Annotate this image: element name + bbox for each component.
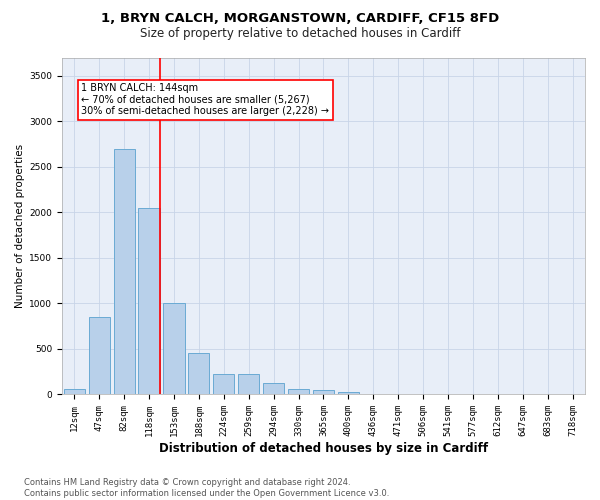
Text: Size of property relative to detached houses in Cardiff: Size of property relative to detached ho… xyxy=(140,28,460,40)
Bar xyxy=(89,317,110,394)
Bar xyxy=(113,148,135,394)
Text: 1, BRYN CALCH, MORGANSTOWN, CARDIFF, CF15 8FD: 1, BRYN CALCH, MORGANSTOWN, CARDIFF, CF1… xyxy=(101,12,499,26)
Bar xyxy=(338,392,359,394)
Text: Contains HM Land Registry data © Crown copyright and database right 2024.
Contai: Contains HM Land Registry data © Crown c… xyxy=(24,478,389,498)
X-axis label: Distribution of detached houses by size in Cardiff: Distribution of detached houses by size … xyxy=(159,442,488,455)
Text: 1 BRYN CALCH: 144sqm
← 70% of detached houses are smaller (5,267)
30% of semi-de: 1 BRYN CALCH: 144sqm ← 70% of detached h… xyxy=(82,83,329,116)
Y-axis label: Number of detached properties: Number of detached properties xyxy=(15,144,25,308)
Bar xyxy=(263,382,284,394)
Bar xyxy=(288,389,309,394)
Bar xyxy=(313,390,334,394)
Bar xyxy=(64,390,85,394)
Bar xyxy=(139,208,160,394)
Bar xyxy=(163,304,185,394)
Bar xyxy=(188,354,209,395)
Bar xyxy=(213,374,235,394)
Bar xyxy=(238,374,259,394)
